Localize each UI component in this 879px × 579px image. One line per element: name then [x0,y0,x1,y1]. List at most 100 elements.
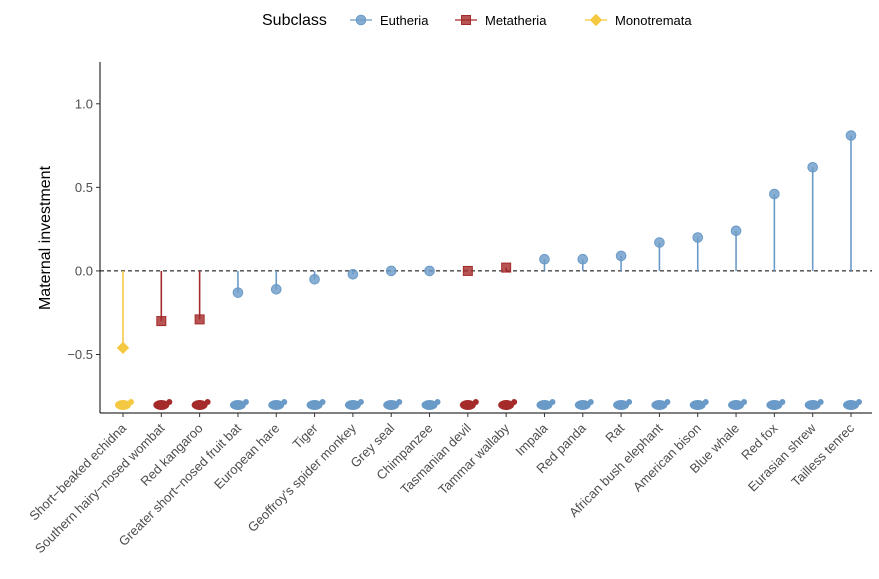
animal-silhouette-icon [804,399,824,410]
animal-silhouette-icon [728,399,748,410]
y-tick-label: −0.5 [67,347,93,362]
silhouette-head [434,399,441,405]
silhouette-head [664,399,671,405]
animal-silhouette-icon [383,399,403,410]
silhouette-head [242,399,249,405]
silhouette-head [511,399,518,405]
animal-silhouette-icon [344,399,364,410]
animal-silhouette-icon [229,399,249,410]
silhouette-head [856,399,862,405]
silhouette-body [728,400,745,410]
data-point [309,273,320,285]
silhouette-head [472,399,479,405]
y-axis-title: Maternal investment [37,165,54,310]
silhouette-head [741,399,748,405]
silhouette-body [574,400,591,410]
silhouette-body [383,400,400,410]
silhouette-head [204,399,211,405]
silhouette-body [268,400,285,410]
category-label: Tiger [289,420,321,452]
data-point [116,341,130,355]
silhouette-head [587,399,594,405]
silhouette-head [396,399,403,405]
legend-marker-monotremata [589,13,603,27]
silhouette-head [779,399,786,405]
data-point [539,253,550,265]
y-tick-label: 0.0 [75,263,93,278]
silhouette-body [804,400,821,410]
animal-silhouette-icon [574,399,594,410]
data-point [769,188,780,200]
silhouette-body [115,400,131,410]
legend-label-eutheria: Eutheria [380,13,429,28]
legend-label-monotremata: Monotremata [615,13,692,28]
data-point [270,284,282,295]
silhouette-body [153,400,170,410]
animal-silhouette-icon [306,399,326,410]
category-label: Rat [602,420,627,445]
silhouette-body [421,400,438,410]
legend-marker-metatheria [461,15,471,25]
data-point [156,316,167,327]
silhouette-body [306,400,323,410]
silhouette-head [128,399,134,405]
silhouette-head [281,399,288,405]
silhouette-head [166,399,173,405]
animal-silhouette-icon [421,399,441,410]
data-point [424,265,435,277]
silhouette-body [843,400,859,410]
animal-silhouette-icon [498,399,518,410]
legend-label-metatheria: Metatheria [485,13,547,28]
axes: −0.5 0.0 0.5 1.0 Maternal investment [37,62,872,414]
data-point [577,253,589,265]
data-point [232,287,244,298]
silhouette-head [549,399,556,405]
silhouette-body [344,400,361,410]
silhouette-body [498,400,515,410]
silhouette-body [613,400,630,410]
silhouette-head [319,399,326,405]
animal-silhouette-icon [613,399,633,410]
animal-silhouette-icon [766,399,786,410]
data-point [615,250,627,262]
animal-silhouette-icon [459,399,479,410]
silhouette-body [766,400,783,410]
animal-silhouette-icon [268,399,288,410]
legend-marker-eutheria [355,14,367,26]
data-point [807,162,818,173]
animal-silhouette-icon [651,399,671,410]
data-point [194,314,205,325]
y-tick-label: 1.0 [75,96,93,111]
silhouette-body [651,400,668,410]
data-point [730,225,742,237]
animal-silhouette-icon [843,399,862,410]
y-tick-label: 0.5 [75,180,93,195]
data-point [462,265,473,276]
data-point [845,130,857,141]
silhouette-head [357,399,364,405]
silhouette-body [191,400,208,410]
data-point [501,262,512,273]
data-point [347,268,359,280]
category-label: Tammar wallaby [435,420,512,497]
data-point [654,237,665,248]
silhouette-body [536,400,553,410]
silhouette-head [702,399,709,405]
category-label: Eurasian shrew [745,420,819,494]
silhouette-body [689,400,706,410]
silhouette-head [817,399,824,405]
animal-silhouette-icon [689,399,709,410]
animal-silhouette-icon [153,399,173,410]
legend-title: Subclass [262,12,327,29]
silhouette-body [459,400,476,410]
legend: Subclass Eutheria Metatheria Monotremata [262,12,692,29]
silhouette-body [229,400,246,410]
animal-silhouette-icon [191,399,211,410]
data-point [385,265,397,277]
data-point [692,232,704,243]
silhouette-head [626,399,633,405]
animal-silhouette-icon [115,399,134,410]
animal-silhouette-icon [536,399,556,410]
category-label: American bison [630,421,704,495]
